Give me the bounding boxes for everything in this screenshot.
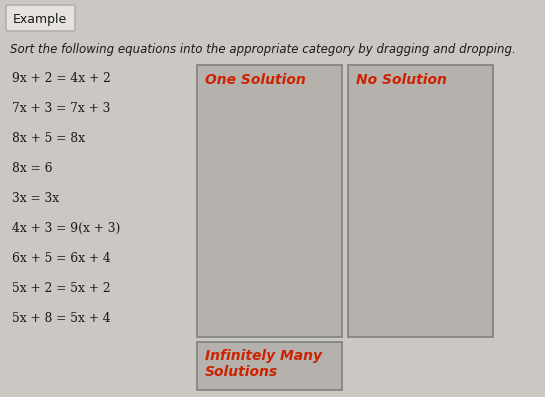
Text: One Solution: One Solution [205, 73, 306, 87]
Text: 5x + 8 = 5x + 4: 5x + 8 = 5x + 4 [12, 312, 111, 324]
FancyBboxPatch shape [6, 5, 75, 31]
Text: 6x + 5 = 6x + 4: 6x + 5 = 6x + 4 [12, 252, 111, 264]
Text: Infinitely Many: Infinitely Many [205, 349, 322, 363]
Bar [348, 65, 493, 337]
Bar [197, 65, 342, 337]
Text: 5x + 2 = 5x + 2: 5x + 2 = 5x + 2 [12, 281, 111, 295]
Text: No Solution: No Solution [356, 73, 447, 87]
Text: 9x + 2 = 4x + 2: 9x + 2 = 4x + 2 [12, 71, 111, 85]
Text: 8x = 6: 8x = 6 [12, 162, 52, 175]
Text: 3x = 3x: 3x = 3x [12, 191, 59, 204]
Text: Sort the following equations into the appropriate category by dragging and dropp: Sort the following equations into the ap… [10, 43, 516, 56]
Text: 4x + 3 = 9(x + 3): 4x + 3 = 9(x + 3) [12, 222, 120, 235]
Text: 8x + 5 = 8x: 8x + 5 = 8x [12, 131, 85, 145]
Text: Example: Example [13, 12, 67, 25]
Text: 7x + 3 = 7x + 3: 7x + 3 = 7x + 3 [12, 102, 111, 114]
Bar [197, 342, 342, 390]
Text: Solutions: Solutions [205, 365, 278, 379]
